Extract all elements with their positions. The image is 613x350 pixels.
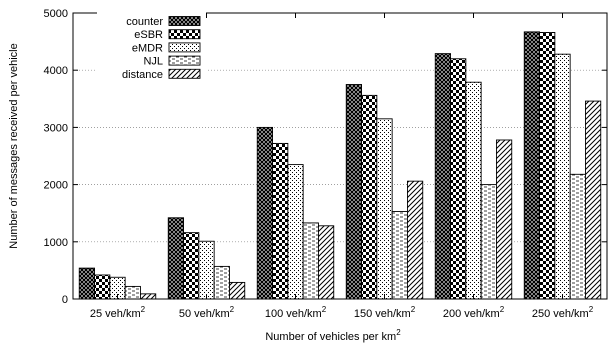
bar-distance-1 [228,281,246,300]
legend-label-eSBR: eSBR [134,29,163,41]
x-tick-label: 50 veh/km2 [179,305,235,320]
bar-NJL-0 [124,285,141,300]
bar-eMDR-1 [198,240,215,300]
bar-counter-4 [434,53,452,300]
bar-NJL-5 [569,173,586,300]
x-tick-label-text: 200 veh/km [443,308,500,320]
bar-distance-5 [585,100,602,300]
bar-NJL-1 [213,265,230,300]
x-tick-label-sup: 2 [141,305,146,314]
x-tick-label-text: 150 veh/km [354,308,411,320]
legend-swatch-distance [168,68,201,79]
x-tick-label-sup: 2 [589,305,594,314]
x-axis-title-sup: 2 [396,328,401,337]
bar-distance-4 [496,139,513,300]
legend-label-distance: distance [122,69,163,81]
bar-distance-3 [407,180,424,300]
bar-distance-0 [139,293,157,300]
legend-swatch-eMDR [168,42,201,53]
legend-swatch-NJL [168,55,201,66]
x-tick-label: 200 veh/km2 [443,305,505,320]
grid [73,69,607,243]
y-tick-label: 4000 [44,65,68,77]
x-tick-label-sup: 2 [500,305,505,314]
x-tick-label-text: 100 veh/km [265,308,322,320]
x-tick-label-sup: 2 [411,305,416,314]
bar-distance-2 [318,225,335,300]
x-tick-label: 150 veh/km2 [354,305,416,320]
x-tick-label: 100 veh/km2 [265,305,327,320]
bar-NJL-3 [391,211,408,300]
bar-eMDR-4 [465,81,482,300]
x-axis-title: Number of vehicles per km2 [265,328,401,343]
y-tick-label: 2000 [44,180,68,192]
y-tick-label: 3000 [44,122,68,134]
x-tick-label-sup: 2 [322,305,327,314]
bar-eSBR-5 [539,31,556,300]
bar-NJL-4 [480,184,497,300]
y-tick-label: 1000 [44,237,68,249]
x-tick-label-text: 50 veh/km [179,308,230,320]
bar-eSBR-4 [450,58,467,300]
bars [78,31,602,300]
legend-swatch-counter [168,16,201,26]
plot-frame [72,12,608,300]
legend-label-eMDR: eMDR [132,42,163,54]
bar-counter-3 [345,84,363,300]
bar-eMDR-5 [554,53,571,300]
bar-counter-1 [167,217,185,300]
bar-counter-2 [256,126,274,300]
bar-NJL-2 [302,222,319,300]
bar-eMDR-2 [287,164,304,300]
y-tick-label: 0 [62,294,68,306]
legend-label-NJL: NJL [143,56,163,68]
bar-eSBR-0 [94,274,111,300]
legend-swatch-eSBR [168,29,201,40]
x-tick-label-text: 250 veh/km [532,308,589,320]
bar-eMDR-3 [376,118,393,300]
y-tick-label: 5000 [44,8,68,20]
x-axis-title-text: Number of vehicles per km [265,331,396,343]
x-tick-label: 25 veh/km2 [90,305,146,320]
y-axis-title: Number of messages received per vehicle [8,43,20,248]
x-tick-label-sup: 2 [230,305,235,314]
x-tick-label-text: 25 veh/km [90,308,141,320]
bar-eSBR-1 [183,232,200,300]
x-tick-label: 250 veh/km2 [532,305,594,320]
bar-eSBR-3 [361,94,378,300]
bar-counter-0 [78,267,96,300]
bar-counter-5 [523,31,541,300]
bar-eSBR-2 [272,142,289,300]
legend-label-counter: counter [126,16,163,28]
